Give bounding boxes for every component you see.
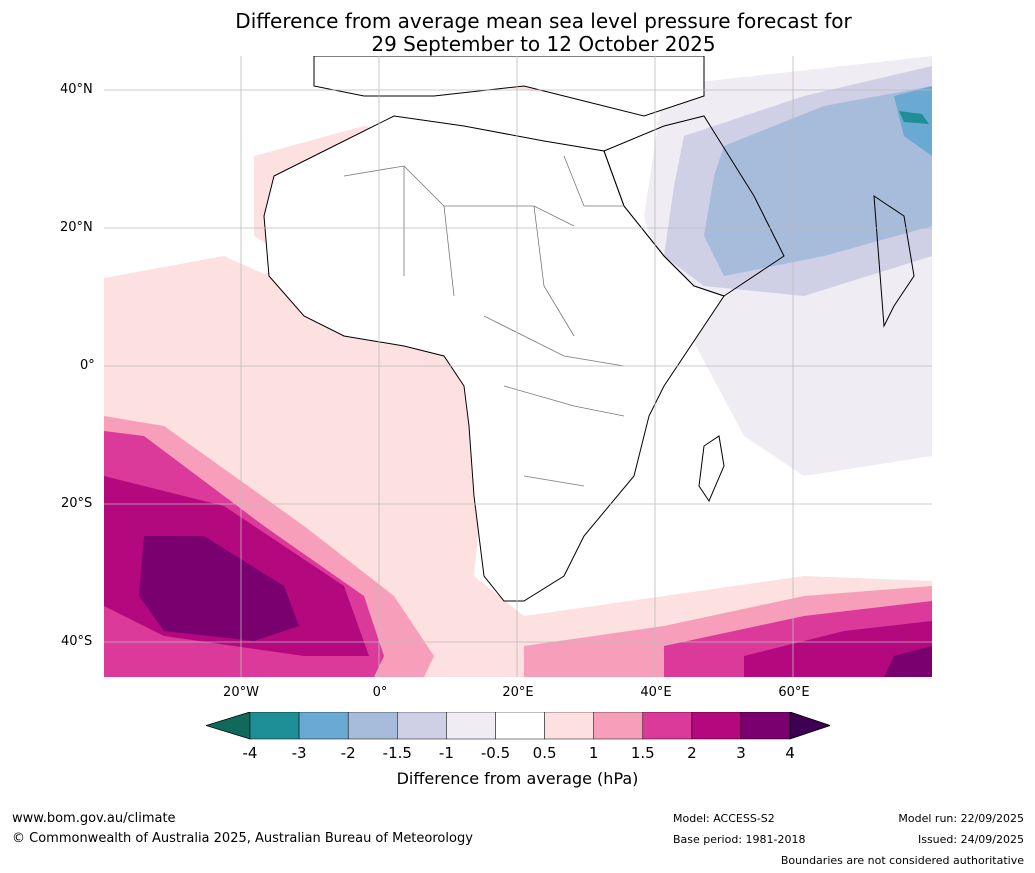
colorbar-bin — [740, 712, 791, 740]
title-line-2: 29 September to 12 October 2025 — [371, 32, 716, 56]
madagascar-island — [698, 435, 725, 503]
lat-label-40n: 40°N — [60, 82, 93, 97]
lon-label-60e: 60°E — [778, 685, 810, 700]
footer-model: Model: ACCESS-S2 — [673, 812, 775, 825]
colorbar-tick-label: 2 — [687, 744, 697, 762]
colorbar-bin — [593, 712, 644, 740]
colorbar-bin — [446, 712, 496, 740]
india-coastline — [873, 195, 915, 328]
colorbar-bin — [642, 712, 693, 740]
colorbar-bin — [249, 712, 300, 740]
colorbar-bin — [298, 712, 349, 740]
footer-model-run: Model run: 22/09/2025 — [898, 812, 1024, 825]
colorbar-tick-label: -0.5 — [480, 744, 511, 762]
europe-landmass — [313, 56, 705, 117]
footer-disclaimer: Boundaries are not considered authoritat… — [780, 854, 1024, 867]
pressure-anomaly-map — [104, 56, 932, 677]
colorbar-bin — [347, 712, 398, 740]
colorbar — [206, 712, 830, 740]
colorbar-tick-label: -3 — [291, 744, 307, 762]
colorbar-tick-label: -4 — [242, 744, 258, 762]
footer-issued: Issued: 24/09/2025 — [917, 833, 1024, 846]
colorbar-extend-low — [206, 712, 251, 740]
colorbar-tick-label: -1 — [438, 744, 454, 762]
colorbar-tick-label: 4 — [785, 744, 795, 762]
colorbar-tick-label: 1.5 — [630, 744, 655, 762]
arabia-landmass — [603, 115, 785, 297]
anomaly-2-3-south-indian — [744, 621, 932, 677]
anomaly-3-4-south-atlantic — [139, 536, 299, 641]
colorbar-extend-high — [789, 712, 830, 740]
colorbar-tick-label: 1 — [588, 744, 599, 762]
colorbar-bin — [495, 712, 545, 740]
chart-title: Difference from average mean sea level p… — [0, 10, 1035, 56]
anomaly-neg-1.5-arabia — [704, 86, 932, 276]
lon-label-40e: 40°E — [640, 685, 672, 700]
lon-label-20e: 20°E — [502, 685, 534, 700]
colorbar-tick-label: -1.5 — [382, 744, 412, 762]
lat-label-40s: 40°S — [61, 634, 93, 649]
title-line-1: Difference from average mean sea level p… — [235, 9, 852, 33]
colorbar-tick-label: -2 — [340, 744, 356, 762]
colorbar-bin — [544, 712, 594, 740]
colorbar-bin — [691, 712, 742, 740]
anomaly-3-4-south-indian — [884, 646, 932, 677]
lat-label-0: 0° — [80, 358, 95, 373]
lat-label-20s: 20°S — [61, 496, 93, 511]
footer-copyright: © Commonwealth of Australia 2025, Austra… — [12, 831, 473, 846]
map-gridlines — [104, 56, 932, 677]
colorbar-tick-label: 0.5 — [532, 744, 557, 762]
colorbar-bin — [397, 712, 447, 740]
anomaly-neg-3-himalaya — [899, 111, 929, 124]
footer-website: www.bom.gov.au/climate — [12, 811, 176, 826]
lon-label-0: 0° — [372, 685, 388, 700]
colorbar-tick-label: 3 — [736, 744, 746, 762]
lat-label-20n: 20°N — [60, 220, 93, 235]
colorbar-label: Difference from average (hPa) — [396, 769, 639, 788]
footer-base-period: Base period: 1981-2018 — [673, 833, 806, 846]
country-borders — [343, 155, 625, 487]
lon-label-20w: 20°W — [223, 685, 259, 700]
